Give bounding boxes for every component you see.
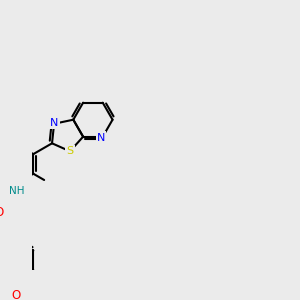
Text: N: N — [50, 118, 59, 128]
Text: O: O — [0, 206, 4, 219]
Text: NH: NH — [9, 186, 24, 196]
Text: O: O — [12, 289, 21, 300]
Text: S: S — [66, 146, 74, 156]
Text: N: N — [97, 133, 105, 142]
